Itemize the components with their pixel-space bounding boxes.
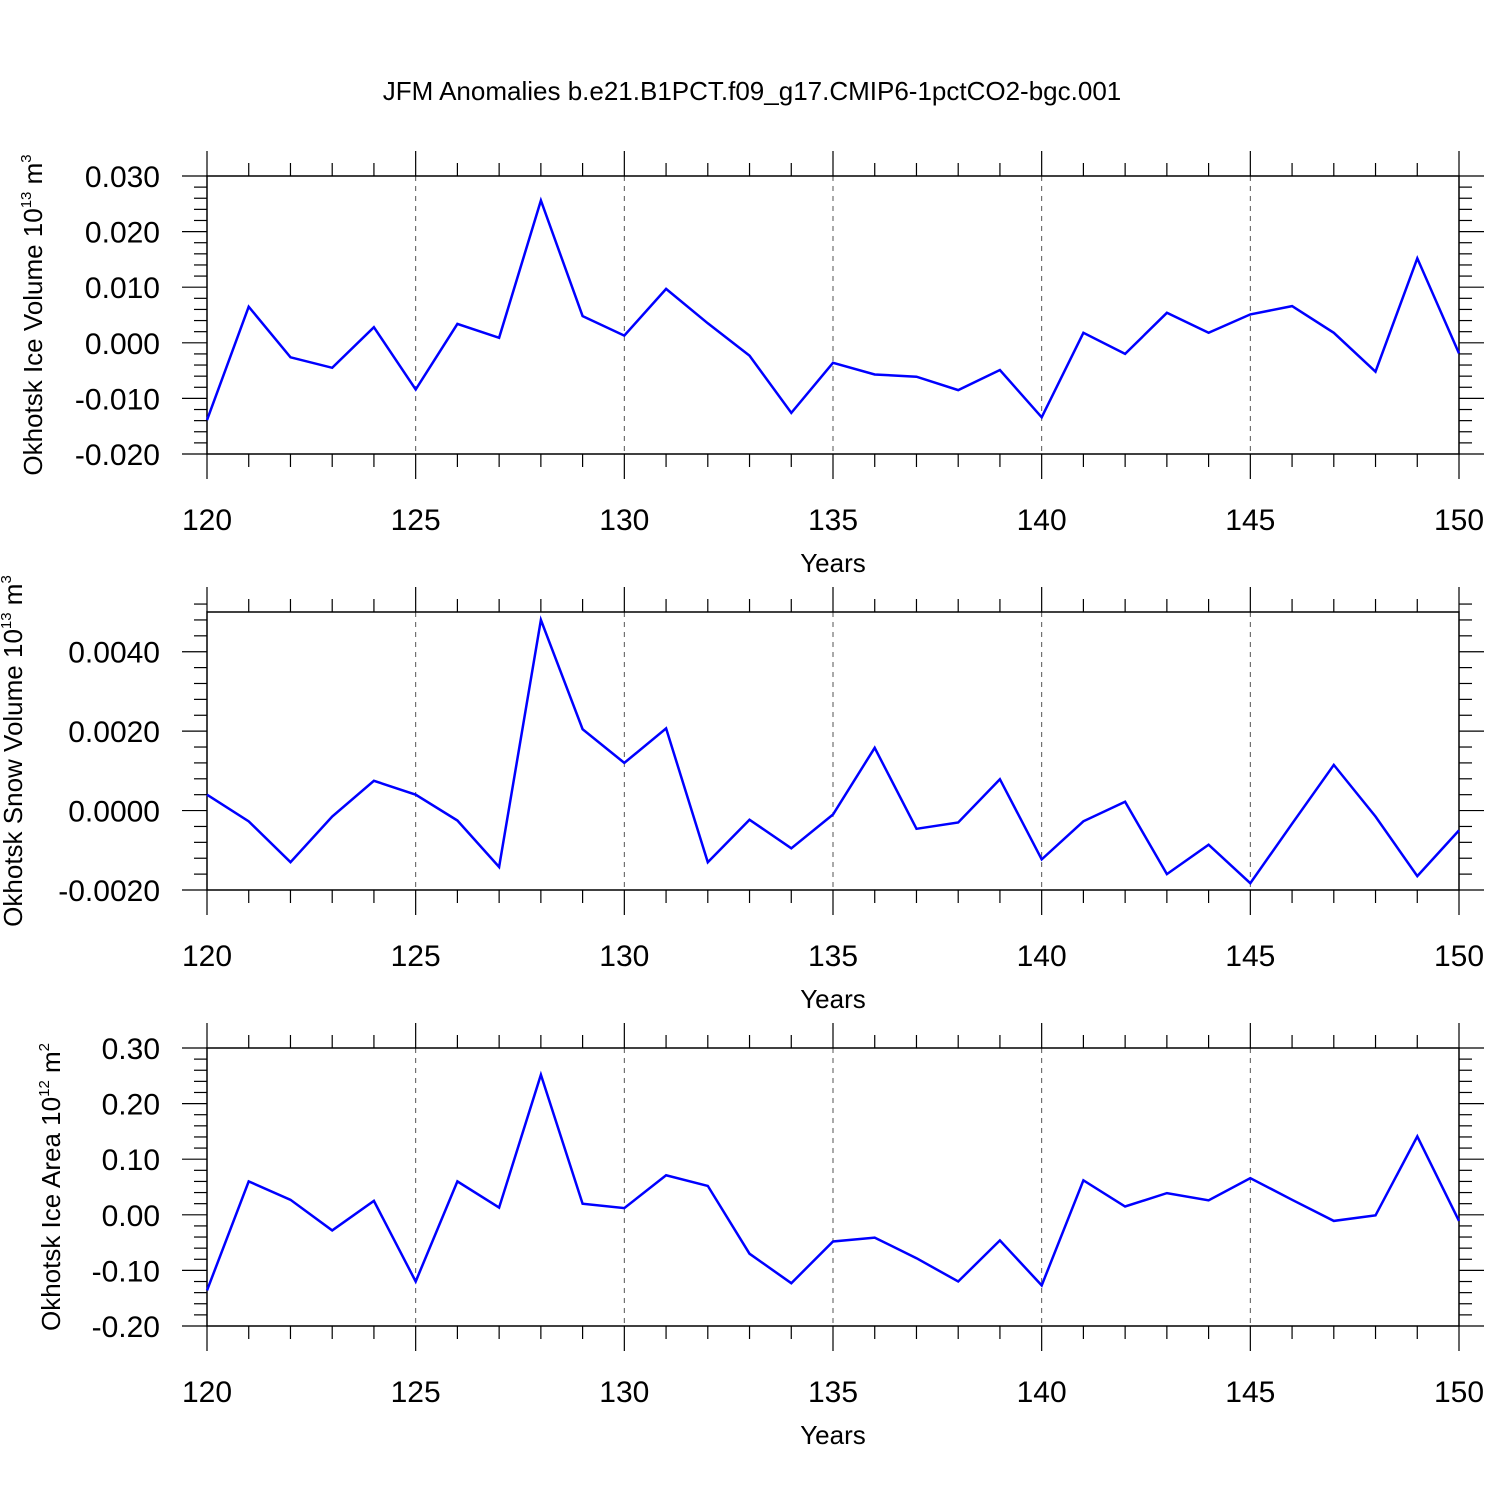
x-tick-label: 140 — [1017, 940, 1067, 973]
y-tick-label: -0.0020 — [58, 875, 160, 908]
x-axis-title: Years — [800, 548, 866, 578]
y-tick-label: 0.010 — [85, 272, 160, 305]
y-tick-label: -0.010 — [75, 383, 160, 416]
x-tick-label: 125 — [391, 940, 441, 973]
data-line — [205, 196, 1461, 421]
y-tick-label: -0.10 — [92, 1255, 160, 1288]
data-line — [206, 615, 1460, 886]
x-tick-label: 145 — [1225, 940, 1275, 973]
x-axis-title: Years — [800, 984, 866, 1014]
panel-1: 120 125 130 135 140 145 150 Years -0.020 -0.010 0.… — [18, 151, 1484, 578]
x-tick-label: 145 — [1225, 504, 1275, 537]
x-tick-label: 135 — [808, 504, 858, 537]
panel-2: 120 125 130 135 140 145 150 Years -0.0020 0.0000 0… — [0, 575, 1484, 1014]
y-tick-label: 0.10 — [102, 1144, 160, 1177]
y-tick-label: 0.030 — [85, 161, 160, 194]
y-tick-label: 0.0020 — [68, 716, 160, 749]
y-tick-label: -0.020 — [75, 439, 160, 472]
y-axis-title: Okhotsk Ice Area 1012 m2 — [36, 1043, 66, 1331]
x-tick-label: 150 — [1434, 940, 1484, 973]
x-tick-label: 135 — [808, 940, 858, 973]
x-tick-label: 130 — [599, 940, 649, 973]
x-tick-label: 120 — [182, 940, 232, 973]
x-tick-label: 145 — [1225, 1376, 1275, 1409]
y-tick-label: 0.30 — [102, 1033, 160, 1066]
panel-3: 120 125 130 135 140 145 150 Years -0.20 -0.10 0.00… — [36, 1023, 1484, 1450]
x-tick-label: 130 — [599, 504, 649, 537]
y-tick-label: 0.020 — [85, 217, 160, 250]
y-tick-label: 0.20 — [102, 1089, 160, 1122]
x-axis-title: Years — [800, 1420, 866, 1450]
x-tick-label: 135 — [808, 1376, 858, 1409]
x-tick-label: 150 — [1434, 1376, 1484, 1409]
x-tick-label: 125 — [391, 504, 441, 537]
x-tick-label: 150 — [1434, 504, 1484, 537]
x-tick-label: 125 — [391, 1376, 441, 1409]
x-tick-label: 120 — [182, 504, 232, 537]
y-axis-title: Okhotsk Snow Volume 1013 m3 — [0, 575, 28, 927]
x-tick-label: 130 — [599, 1376, 649, 1409]
x-tick-label: 140 — [1017, 1376, 1067, 1409]
y-tick-label: 0.00 — [102, 1200, 160, 1233]
x-tick-label: 120 — [182, 1376, 232, 1409]
y-tick-label: 0.0000 — [68, 796, 160, 829]
y-tick-label: -0.20 — [92, 1311, 160, 1344]
y-tick-label: 0.000 — [85, 328, 160, 361]
x-tick-label: 140 — [1017, 504, 1067, 537]
y-tick-label: 0.0040 — [68, 637, 160, 670]
chart-title: JFM Anomalies b.e21.B1PCT.f09_g17.CMIP6-… — [383, 76, 1122, 106]
y-axis-title: Okhotsk Ice Volume 1013 m3 — [18, 154, 48, 475]
data-line — [205, 1070, 1461, 1291]
